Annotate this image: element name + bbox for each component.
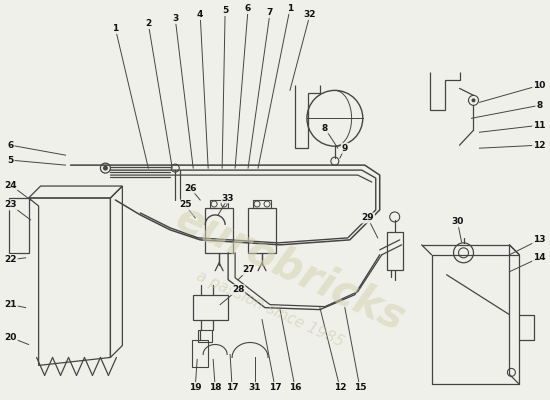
Text: 11: 11 (533, 121, 546, 130)
Text: 33: 33 (222, 194, 234, 202)
Text: a passion since 1985: a passion since 1985 (194, 269, 346, 350)
Text: 17: 17 (226, 383, 238, 392)
Text: 24: 24 (4, 180, 17, 190)
Text: 8: 8 (322, 124, 328, 133)
Bar (248, 208, 276, 253)
Text: 26: 26 (184, 184, 196, 192)
Text: 27: 27 (242, 265, 255, 274)
Text: 20: 20 (4, 333, 17, 342)
Text: 17: 17 (269, 383, 281, 392)
Text: 3: 3 (172, 14, 178, 23)
Bar (253, 200, 271, 208)
Bar (193, 295, 228, 320)
Text: 18: 18 (209, 383, 222, 392)
Text: 25: 25 (179, 200, 191, 210)
Text: 6: 6 (245, 4, 251, 13)
Text: 15: 15 (354, 383, 366, 392)
Bar (210, 200, 228, 208)
Bar (205, 208, 233, 253)
Text: 5: 5 (8, 156, 14, 165)
Text: 29: 29 (361, 214, 374, 222)
Text: 14: 14 (533, 253, 546, 262)
Text: 30: 30 (452, 218, 464, 226)
Text: 13: 13 (533, 235, 546, 244)
Text: 7: 7 (267, 8, 273, 17)
Text: 1: 1 (287, 4, 293, 13)
Text: 12: 12 (334, 383, 346, 392)
Text: 2: 2 (145, 19, 151, 28)
Text: eurobricks: eurobricks (168, 196, 411, 339)
Bar (387, 232, 403, 270)
Circle shape (103, 166, 108, 171)
Text: 9: 9 (342, 144, 348, 153)
Text: 22: 22 (4, 255, 17, 264)
Text: 4: 4 (197, 10, 204, 19)
Text: 8: 8 (536, 101, 542, 110)
Text: 1: 1 (112, 24, 119, 33)
Text: 32: 32 (304, 10, 316, 19)
Text: 6: 6 (8, 141, 14, 150)
Circle shape (471, 98, 476, 102)
Bar (198, 330, 212, 342)
Text: 19: 19 (189, 383, 201, 392)
Text: 31: 31 (249, 383, 261, 392)
Text: 21: 21 (4, 300, 17, 309)
Text: 12: 12 (533, 141, 546, 150)
Text: 16: 16 (289, 383, 301, 392)
Text: 28: 28 (232, 285, 244, 294)
Text: 10: 10 (533, 81, 546, 90)
Text: 23: 23 (4, 200, 17, 210)
Text: 5: 5 (222, 6, 228, 15)
